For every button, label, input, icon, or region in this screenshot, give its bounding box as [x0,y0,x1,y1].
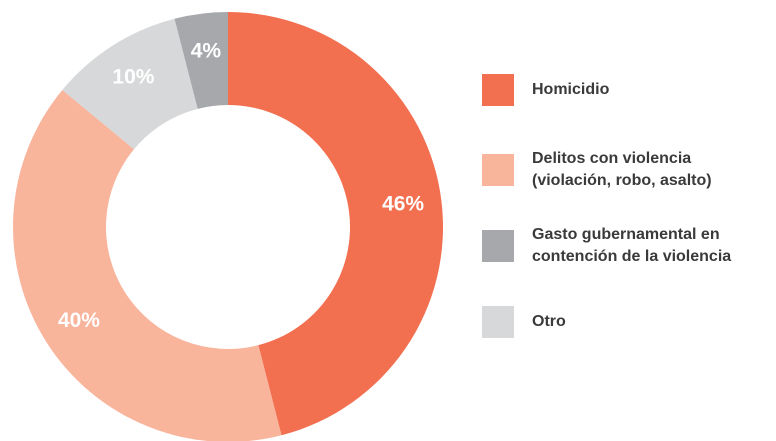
legend-label: Homicidio [532,81,610,98]
value-label: 4% [191,39,222,62]
donut-slice [13,89,282,441]
legend-label: (violación, robo, asalto) [532,172,712,189]
legend-swatch [482,154,514,186]
donut-slice [174,12,228,109]
legend-label: Delitos con violencia [532,150,691,167]
value-label: 46% [382,192,424,215]
donut-slice [228,11,444,436]
donut-slice [62,18,198,150]
legend-label: contención de la violencia [532,248,731,265]
value-label: 40% [58,309,100,332]
legend-swatch [482,306,514,338]
legend-swatch [482,230,514,262]
value-label: 10% [112,66,154,89]
legend-label: Gasto gubernamental en [532,226,720,243]
legend-swatch [482,74,514,106]
legend-label: Otro [532,313,566,330]
